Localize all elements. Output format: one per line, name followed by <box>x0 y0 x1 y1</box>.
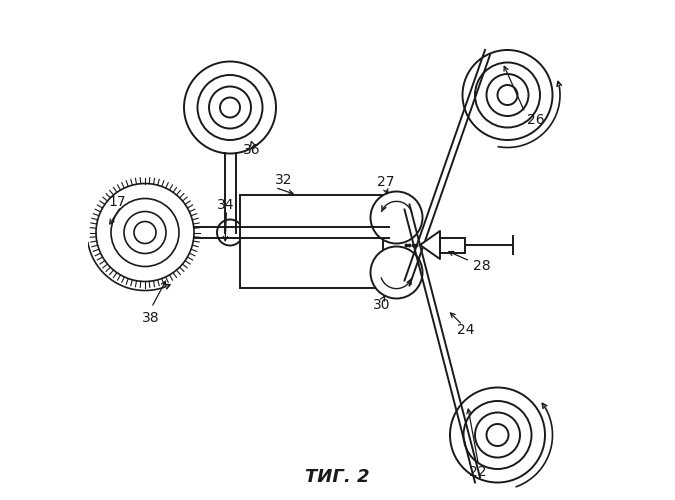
Text: 38: 38 <box>142 310 159 324</box>
Text: 34: 34 <box>217 198 234 212</box>
Text: 30: 30 <box>373 298 390 312</box>
Polygon shape <box>420 231 440 259</box>
Bar <box>440 238 465 252</box>
Text: 27: 27 <box>377 176 395 190</box>
Bar <box>240 195 383 288</box>
Circle shape <box>371 246 423 298</box>
Circle shape <box>217 220 243 246</box>
Text: 32: 32 <box>275 173 292 187</box>
Text: 24: 24 <box>458 323 475 337</box>
Text: 22: 22 <box>468 466 486 479</box>
Text: 28: 28 <box>472 259 490 273</box>
Text: 26: 26 <box>527 113 545 127</box>
Text: 36: 36 <box>242 143 260 157</box>
Text: 17: 17 <box>109 196 126 209</box>
Circle shape <box>371 192 423 244</box>
Text: ΤИГ. 2: ΤИГ. 2 <box>305 468 370 486</box>
